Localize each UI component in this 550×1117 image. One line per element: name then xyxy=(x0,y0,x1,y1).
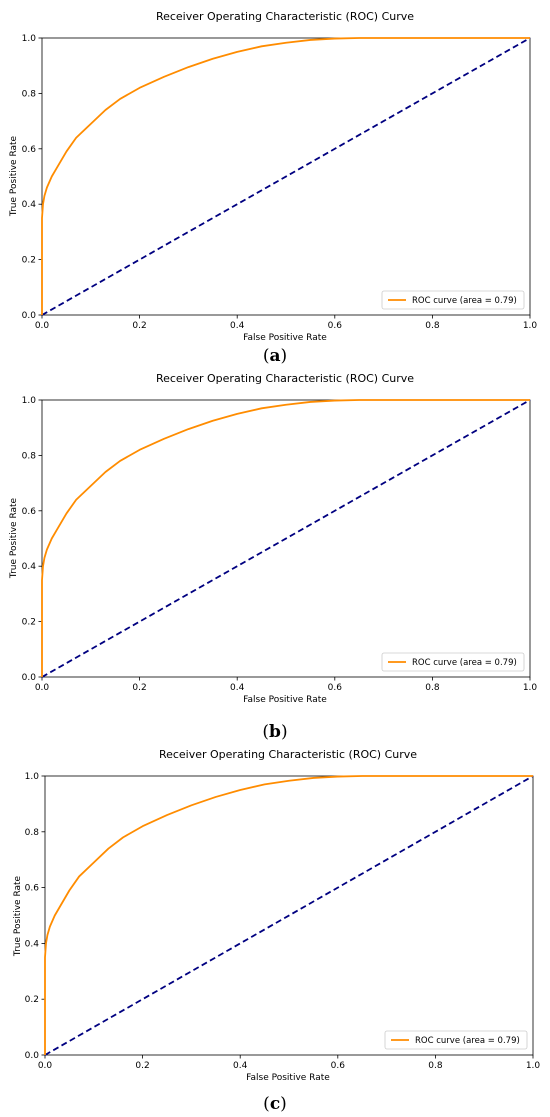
x-tick-label: 0.6 xyxy=(331,1061,346,1071)
legend: ROC curve (area = 0.79) xyxy=(381,652,525,672)
y-tick-label: 0.8 xyxy=(22,89,37,99)
x-tick-label: 0.2 xyxy=(132,321,146,331)
diagonal-reference-line xyxy=(41,399,531,678)
x-tick-label: 0.8 xyxy=(425,321,440,331)
x-tick-label: 0.8 xyxy=(425,683,440,693)
y-axis-label: True Positive Rate xyxy=(9,497,19,579)
caption-c: (c) xyxy=(263,1094,287,1114)
roc-chart-b: Receiver Operating Characteristic (ROC) … xyxy=(9,372,538,705)
plot-area: 0.0 0.2 0.4 0.6 0.8 1.0 0.0 0.2 0.4 0.6 0.8 1.0 ROC … xyxy=(22,396,538,693)
caption-a: (a) xyxy=(262,346,288,366)
axes-frame xyxy=(44,775,534,1056)
y-tick-label: 0.4 xyxy=(22,562,37,572)
x-tick-label: 1.0 xyxy=(523,683,538,693)
legend-box xyxy=(381,652,525,672)
y-tick-label: 0.8 xyxy=(25,828,40,838)
y-axis-label: True Positive Rate xyxy=(9,135,19,217)
y-tick-label: 0.6 xyxy=(25,884,40,894)
x-axis-label: False Positive Rate xyxy=(243,695,327,705)
chart-title: Receiver Operating Characteristic (ROC) … xyxy=(156,372,414,385)
plot-area: 0.0 0.2 0.4 0.6 0.8 1.0 0.0 0.2 0.4 0.6 0.8 1.0 ROC … xyxy=(25,772,541,1071)
axes-frame xyxy=(41,37,531,316)
caption-b: (b) xyxy=(262,722,288,742)
x-tick-label: 0.2 xyxy=(135,1061,149,1071)
diagonal-reference-line xyxy=(41,37,531,316)
x-tick-label: 0.4 xyxy=(233,1061,248,1071)
x-tick-label: 0.0 xyxy=(38,1061,53,1071)
x-axis-label: False Positive Rate xyxy=(246,1073,330,1083)
roc-curve-line xyxy=(41,37,530,315)
x-tick-label: 1.0 xyxy=(526,1061,541,1071)
roc-chart-a: Receiver Operating Characteristic (ROC) … xyxy=(9,10,538,343)
x-tick-label: 1.0 xyxy=(523,321,538,331)
y-tick-label: 1.0 xyxy=(22,34,37,44)
legend-label: ROC curve (area = 0.79) xyxy=(412,296,517,306)
y-axis-label: True Positive Rate xyxy=(13,875,23,957)
y-tick-label: 0.6 xyxy=(22,145,37,155)
plot-area: 0.0 0.2 0.4 0.6 0.8 1.0 0.0 0.2 0.4 0.6 0.8 1.0 ROC … xyxy=(22,34,538,331)
y-tick-label: 0.0 xyxy=(22,673,37,683)
roc-chart-c: Receiver Operating Characteristic (ROC) … xyxy=(13,748,541,1083)
y-tick-label: 1.0 xyxy=(25,772,40,782)
y-tick-label: 0.4 xyxy=(25,939,40,949)
legend-box xyxy=(384,1030,528,1050)
legend-label: ROC curve (area = 0.79) xyxy=(415,1036,520,1046)
chart-title: Receiver Operating Characteristic (ROC) … xyxy=(159,748,417,761)
x-tick-label: 0.0 xyxy=(35,683,50,693)
legend: ROC curve (area = 0.79) xyxy=(384,1030,528,1050)
y-tick-label: 0.0 xyxy=(22,311,37,321)
x-tick-label: 0.0 xyxy=(35,321,50,331)
y-tick-label: 0.0 xyxy=(25,1051,40,1061)
roc-curve-line xyxy=(44,775,533,1055)
x-tick-label: 0.4 xyxy=(230,683,245,693)
legend: ROC curve (area = 0.79) xyxy=(381,290,525,310)
x-tick-label: 0.6 xyxy=(328,683,343,693)
x-tick-label: 0.8 xyxy=(428,1061,443,1071)
legend-label: ROC curve (area = 0.79) xyxy=(412,658,517,668)
chart-title: Receiver Operating Characteristic (ROC) … xyxy=(156,10,414,23)
x-axis-label: False Positive Rate xyxy=(243,333,327,343)
legend-box xyxy=(381,290,525,310)
roc-curve-line xyxy=(41,399,530,677)
y-tick-label: 0.8 xyxy=(22,451,37,461)
diagonal-reference-line xyxy=(44,775,534,1056)
x-tick-label: 0.6 xyxy=(328,321,343,331)
y-tick-label: 1.0 xyxy=(22,396,37,406)
y-tick-label: 0.4 xyxy=(22,200,37,210)
y-tick-label: 0.2 xyxy=(25,995,39,1005)
y-tick-label: 0.2 xyxy=(22,618,36,628)
y-tick-label: 0.6 xyxy=(22,507,37,517)
axes-frame xyxy=(41,399,531,678)
x-tick-label: 0.2 xyxy=(132,683,146,693)
y-tick-label: 0.2 xyxy=(22,256,36,266)
x-tick-label: 0.4 xyxy=(230,321,245,331)
